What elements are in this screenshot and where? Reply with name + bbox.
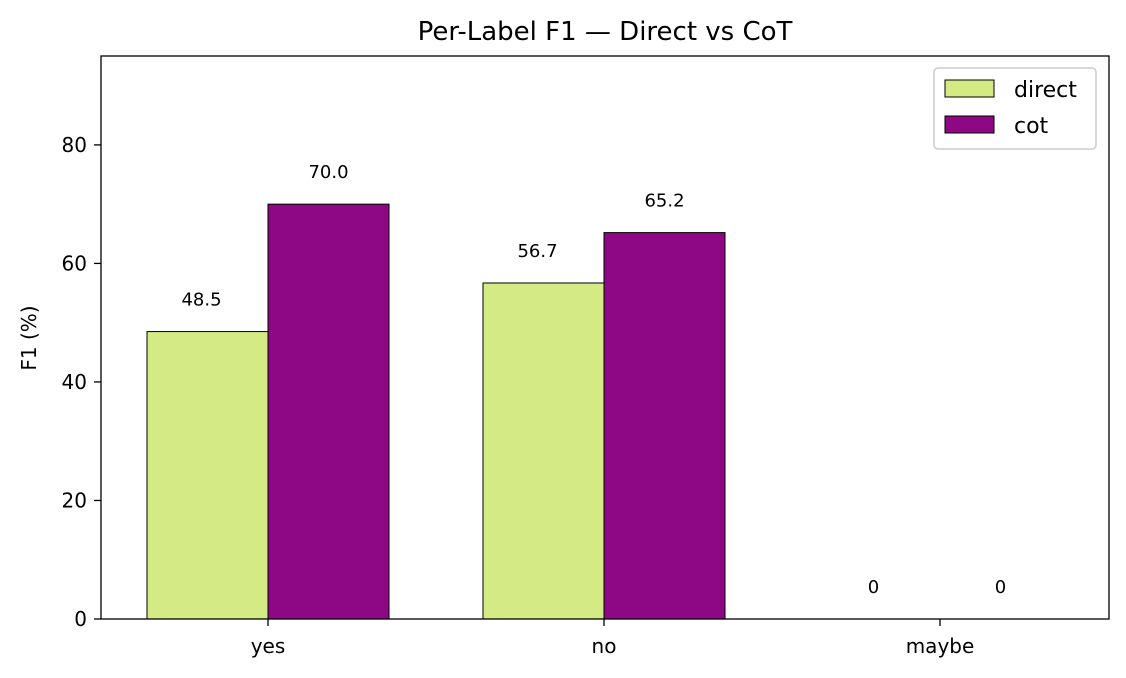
y-tick-label: 20 — [62, 488, 87, 512]
legend-label-direct: direct — [1014, 78, 1077, 103]
bar-cot-no — [603, 232, 726, 620]
y-axis-label: F1 (%) — [17, 305, 41, 370]
value-label-direct-no: 56.7 — [517, 241, 557, 262]
y-tick-label: 40 — [62, 370, 87, 394]
x-tick-label: maybe — [906, 634, 975, 658]
y-tick-label: 60 — [62, 251, 87, 275]
legend-label-cot: cot — [1014, 114, 1049, 139]
legend-swatch-direct — [944, 79, 995, 98]
value-label-cot-yes: 70.0 — [308, 162, 348, 183]
legend: direct cot — [933, 67, 1097, 150]
y-tick-label: 0 — [74, 607, 87, 631]
bar-direct-no — [482, 282, 605, 620]
value-label-direct-yes: 48.5 — [181, 290, 221, 311]
value-label-cot-no: 65.2 — [644, 191, 684, 212]
y-tick-label: 80 — [62, 133, 87, 157]
value-label-cot-maybe: 0 — [995, 577, 1006, 598]
bar-direct-yes — [146, 331, 269, 620]
legend-swatch-cot — [944, 115, 995, 134]
x-tick-label: no — [592, 634, 617, 658]
plot-frame — [100, 55, 1110, 620]
plot-area: 48.5 56.7 0 70.0 65.2 0 0 20 40 60 80 yes no maybe — [62, 55, 1110, 658]
value-label-direct-maybe: 0 — [868, 577, 879, 598]
x-tick-label: yes — [251, 634, 286, 658]
bar-cot-yes — [267, 203, 390, 620]
chart-title: Per-Label F1 — Direct vs CoT — [418, 17, 793, 47]
